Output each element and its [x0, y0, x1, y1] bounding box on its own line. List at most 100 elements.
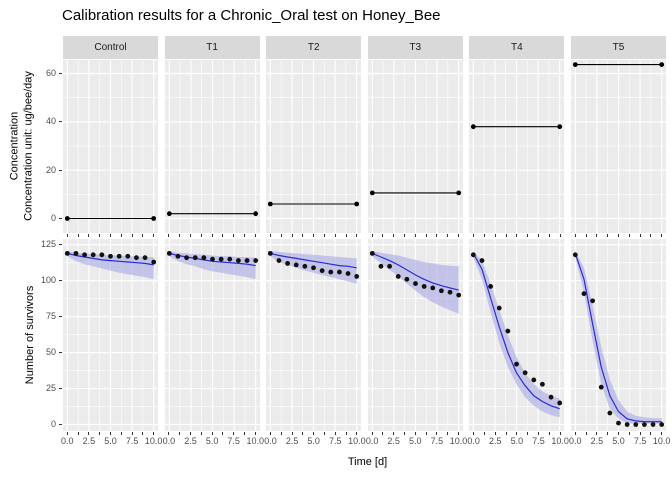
x-tick-mark — [244, 233, 245, 237]
x-tick-mark — [280, 431, 282, 435]
observed-points — [268, 250, 360, 279]
x-tick-mark — [607, 431, 609, 435]
x-tick-label: 2.5 — [489, 436, 502, 446]
x-tick-mark — [382, 233, 384, 237]
y-tick-label: 0 — [50, 213, 56, 223]
x-tick-mark — [447, 233, 449, 237]
x-tick-label: 2.5 — [387, 436, 400, 446]
x-tick-label: 10.0 — [551, 436, 569, 446]
x-tick-label: 0.0 — [264, 436, 277, 446]
x-tick-mark — [393, 431, 395, 435]
x-tick-mark — [345, 431, 347, 435]
x-tick-label: 5.0 — [409, 436, 422, 446]
x-tick-mark — [324, 233, 325, 237]
plot-title: Calibration results for a Chronic_Oral t… — [62, 7, 441, 24]
x-tick-mark — [559, 431, 561, 435]
x-tick-mark — [324, 431, 325, 435]
x-tick-mark — [639, 233, 641, 237]
x-tick-mark — [88, 431, 90, 435]
x-tick-mark — [484, 431, 485, 435]
x-tick-label: 10.0 — [246, 436, 265, 446]
fit-line — [67, 252, 154, 266]
y-tick-mark — [59, 424, 62, 425]
concentration-axis-label-line2: Concentration unit: ug/bee/day — [22, 71, 34, 221]
time-axis-label: Time [d] — [347, 456, 388, 468]
x-tick-label: 10.0 — [652, 436, 671, 446]
x-tick-mark — [179, 431, 181, 435]
x-tick-mark — [120, 431, 122, 435]
x-tick-mark — [414, 431, 416, 435]
dose-profile — [64, 216, 157, 221]
x-tick-mark — [628, 431, 630, 435]
x-tick-mark — [291, 233, 293, 237]
x-tick-mark — [222, 431, 224, 435]
x-tick-mark — [131, 431, 133, 435]
x-tick-mark — [527, 233, 529, 237]
y-tick-mark — [59, 316, 62, 318]
y-tick-mark — [59, 280, 62, 282]
x-tick-mark — [404, 233, 405, 237]
y-tick-mark — [59, 169, 62, 171]
x-tick-mark — [436, 431, 438, 435]
x-tick-mark — [190, 431, 191, 435]
x-tick-mark — [484, 233, 485, 237]
x-tick-label: 7.5 — [329, 436, 342, 446]
x-tick-label: 7.5 — [125, 436, 139, 446]
x-tick-label: 7.5 — [532, 436, 545, 446]
x-tick-label: 0.0 — [569, 436, 582, 446]
x-tick-label: 0.0 — [467, 436, 480, 446]
x-tick-mark — [280, 233, 282, 237]
x-tick-mark — [574, 233, 576, 237]
x-tick-label: 2.5 — [82, 436, 96, 446]
x-tick-mark — [447, 431, 449, 435]
x-tick-mark — [538, 233, 539, 237]
y-tick-label: 60 — [45, 68, 56, 78]
x-tick-mark — [233, 431, 235, 435]
dose-profile — [166, 211, 258, 217]
x-tick-mark — [233, 233, 235, 237]
panel-concentration-t2 — [266, 60, 362, 233]
y-tick-label: 20 — [45, 164, 56, 175]
x-tick-mark — [190, 233, 191, 237]
x-tick-mark — [77, 431, 79, 435]
x-tick-mark — [254, 431, 256, 435]
x-tick-mark — [548, 233, 550, 237]
panel-survivors-t2 — [266, 239, 362, 431]
y-tick-mark — [59, 218, 62, 219]
x-tick-mark — [425, 431, 427, 435]
x-tick-mark — [356, 431, 358, 435]
x-tick-mark — [650, 431, 652, 435]
fit-line — [473, 253, 561, 410]
x-tick-label: 10.0 — [348, 436, 366, 446]
panel-survivors-t1 — [164, 239, 260, 431]
x-tick-label: 0.0 — [61, 436, 74, 446]
x-tick-mark — [393, 233, 395, 237]
dose-profile — [369, 190, 461, 196]
x-tick-mark — [414, 233, 416, 237]
x-tick-mark — [494, 233, 496, 237]
x-tick-mark — [179, 233, 181, 237]
facet-strip-t4: T4 — [469, 36, 565, 59]
x-tick-mark — [585, 431, 587, 435]
dose-profile — [268, 201, 360, 207]
observed-points — [166, 250, 258, 263]
x-tick-mark — [153, 233, 155, 237]
x-tick-mark — [661, 233, 663, 237]
facet-strip-t3: T3 — [367, 36, 463, 59]
x-tick-label: 5.0 — [104, 436, 117, 446]
x-tick-mark — [473, 233, 475, 237]
x-tick-label: 2.5 — [590, 436, 604, 446]
x-tick-mark — [77, 233, 79, 237]
x-tick-mark — [505, 431, 507, 435]
x-tick-mark — [302, 431, 304, 435]
x-tick-mark — [650, 233, 652, 237]
x-tick-mark — [356, 233, 358, 237]
panel-concentration-control — [63, 60, 158, 233]
fit-line — [371, 252, 459, 291]
x-tick-mark — [110, 233, 111, 237]
observed-points — [471, 252, 563, 406]
x-tick-mark — [334, 431, 336, 435]
x-tick-label: 2.5 — [184, 436, 197, 446]
x-tick-label: 2.5 — [285, 436, 299, 446]
